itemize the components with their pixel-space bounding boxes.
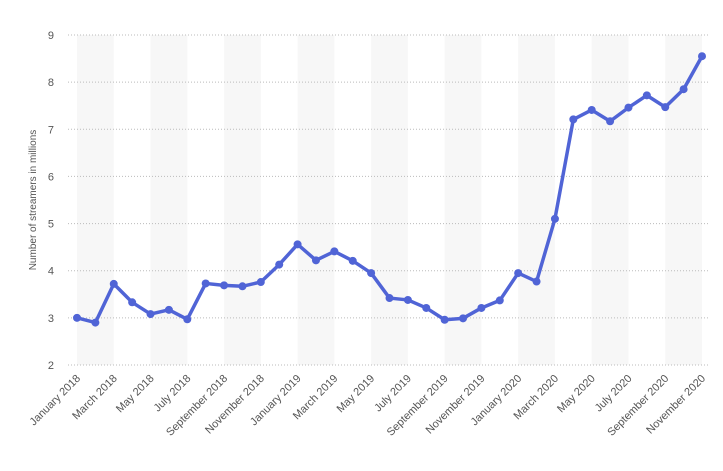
point <box>698 52 706 61</box>
point <box>91 318 100 327</box>
point <box>587 105 596 114</box>
point <box>164 305 173 314</box>
point <box>477 303 486 312</box>
y-tick-label: 7 <box>48 124 54 136</box>
point <box>73 313 81 322</box>
point <box>403 295 412 304</box>
y-axis-label: Number of streamers in millions <box>28 130 39 271</box>
x-tick-label: May 2019 <box>335 373 378 416</box>
point <box>146 310 155 319</box>
point <box>569 115 578 124</box>
point <box>495 296 504 305</box>
band <box>518 35 555 365</box>
point <box>293 240 302 249</box>
point <box>238 282 247 291</box>
point <box>550 214 559 223</box>
point <box>109 279 118 288</box>
point <box>256 278 265 287</box>
point <box>624 103 633 112</box>
point <box>367 269 376 278</box>
point <box>348 256 357 265</box>
point <box>440 315 449 324</box>
point <box>311 256 320 265</box>
point <box>385 294 394 303</box>
point <box>330 247 339 256</box>
y-tick-label: 2 <box>48 360 54 372</box>
point <box>201 279 210 288</box>
band <box>77 35 114 365</box>
point <box>128 298 137 307</box>
x-tick-label: January 2018 <box>27 373 83 429</box>
x-tick-label: May 2018 <box>114 373 157 416</box>
point <box>275 260 284 269</box>
point <box>606 117 615 126</box>
band <box>591 35 629 365</box>
x-tick-label: May 2020 <box>555 373 598 416</box>
point <box>661 103 670 112</box>
y-tick-label: 9 <box>48 30 54 42</box>
band <box>371 35 408 365</box>
y-tick-label: 3 <box>48 313 54 325</box>
point <box>220 281 229 290</box>
y-tick-label: 6 <box>48 171 54 183</box>
y-tick-label: 4 <box>48 266 54 278</box>
point <box>183 315 192 324</box>
band <box>297 35 335 365</box>
point <box>422 303 431 312</box>
y-tick-label: 8 <box>48 77 54 89</box>
band <box>665 35 702 365</box>
point <box>459 314 468 323</box>
y-tick-label: 5 <box>48 219 54 231</box>
point <box>679 85 688 94</box>
band <box>224 35 261 365</box>
point <box>514 269 523 278</box>
point <box>642 91 651 100</box>
point <box>532 277 541 286</box>
